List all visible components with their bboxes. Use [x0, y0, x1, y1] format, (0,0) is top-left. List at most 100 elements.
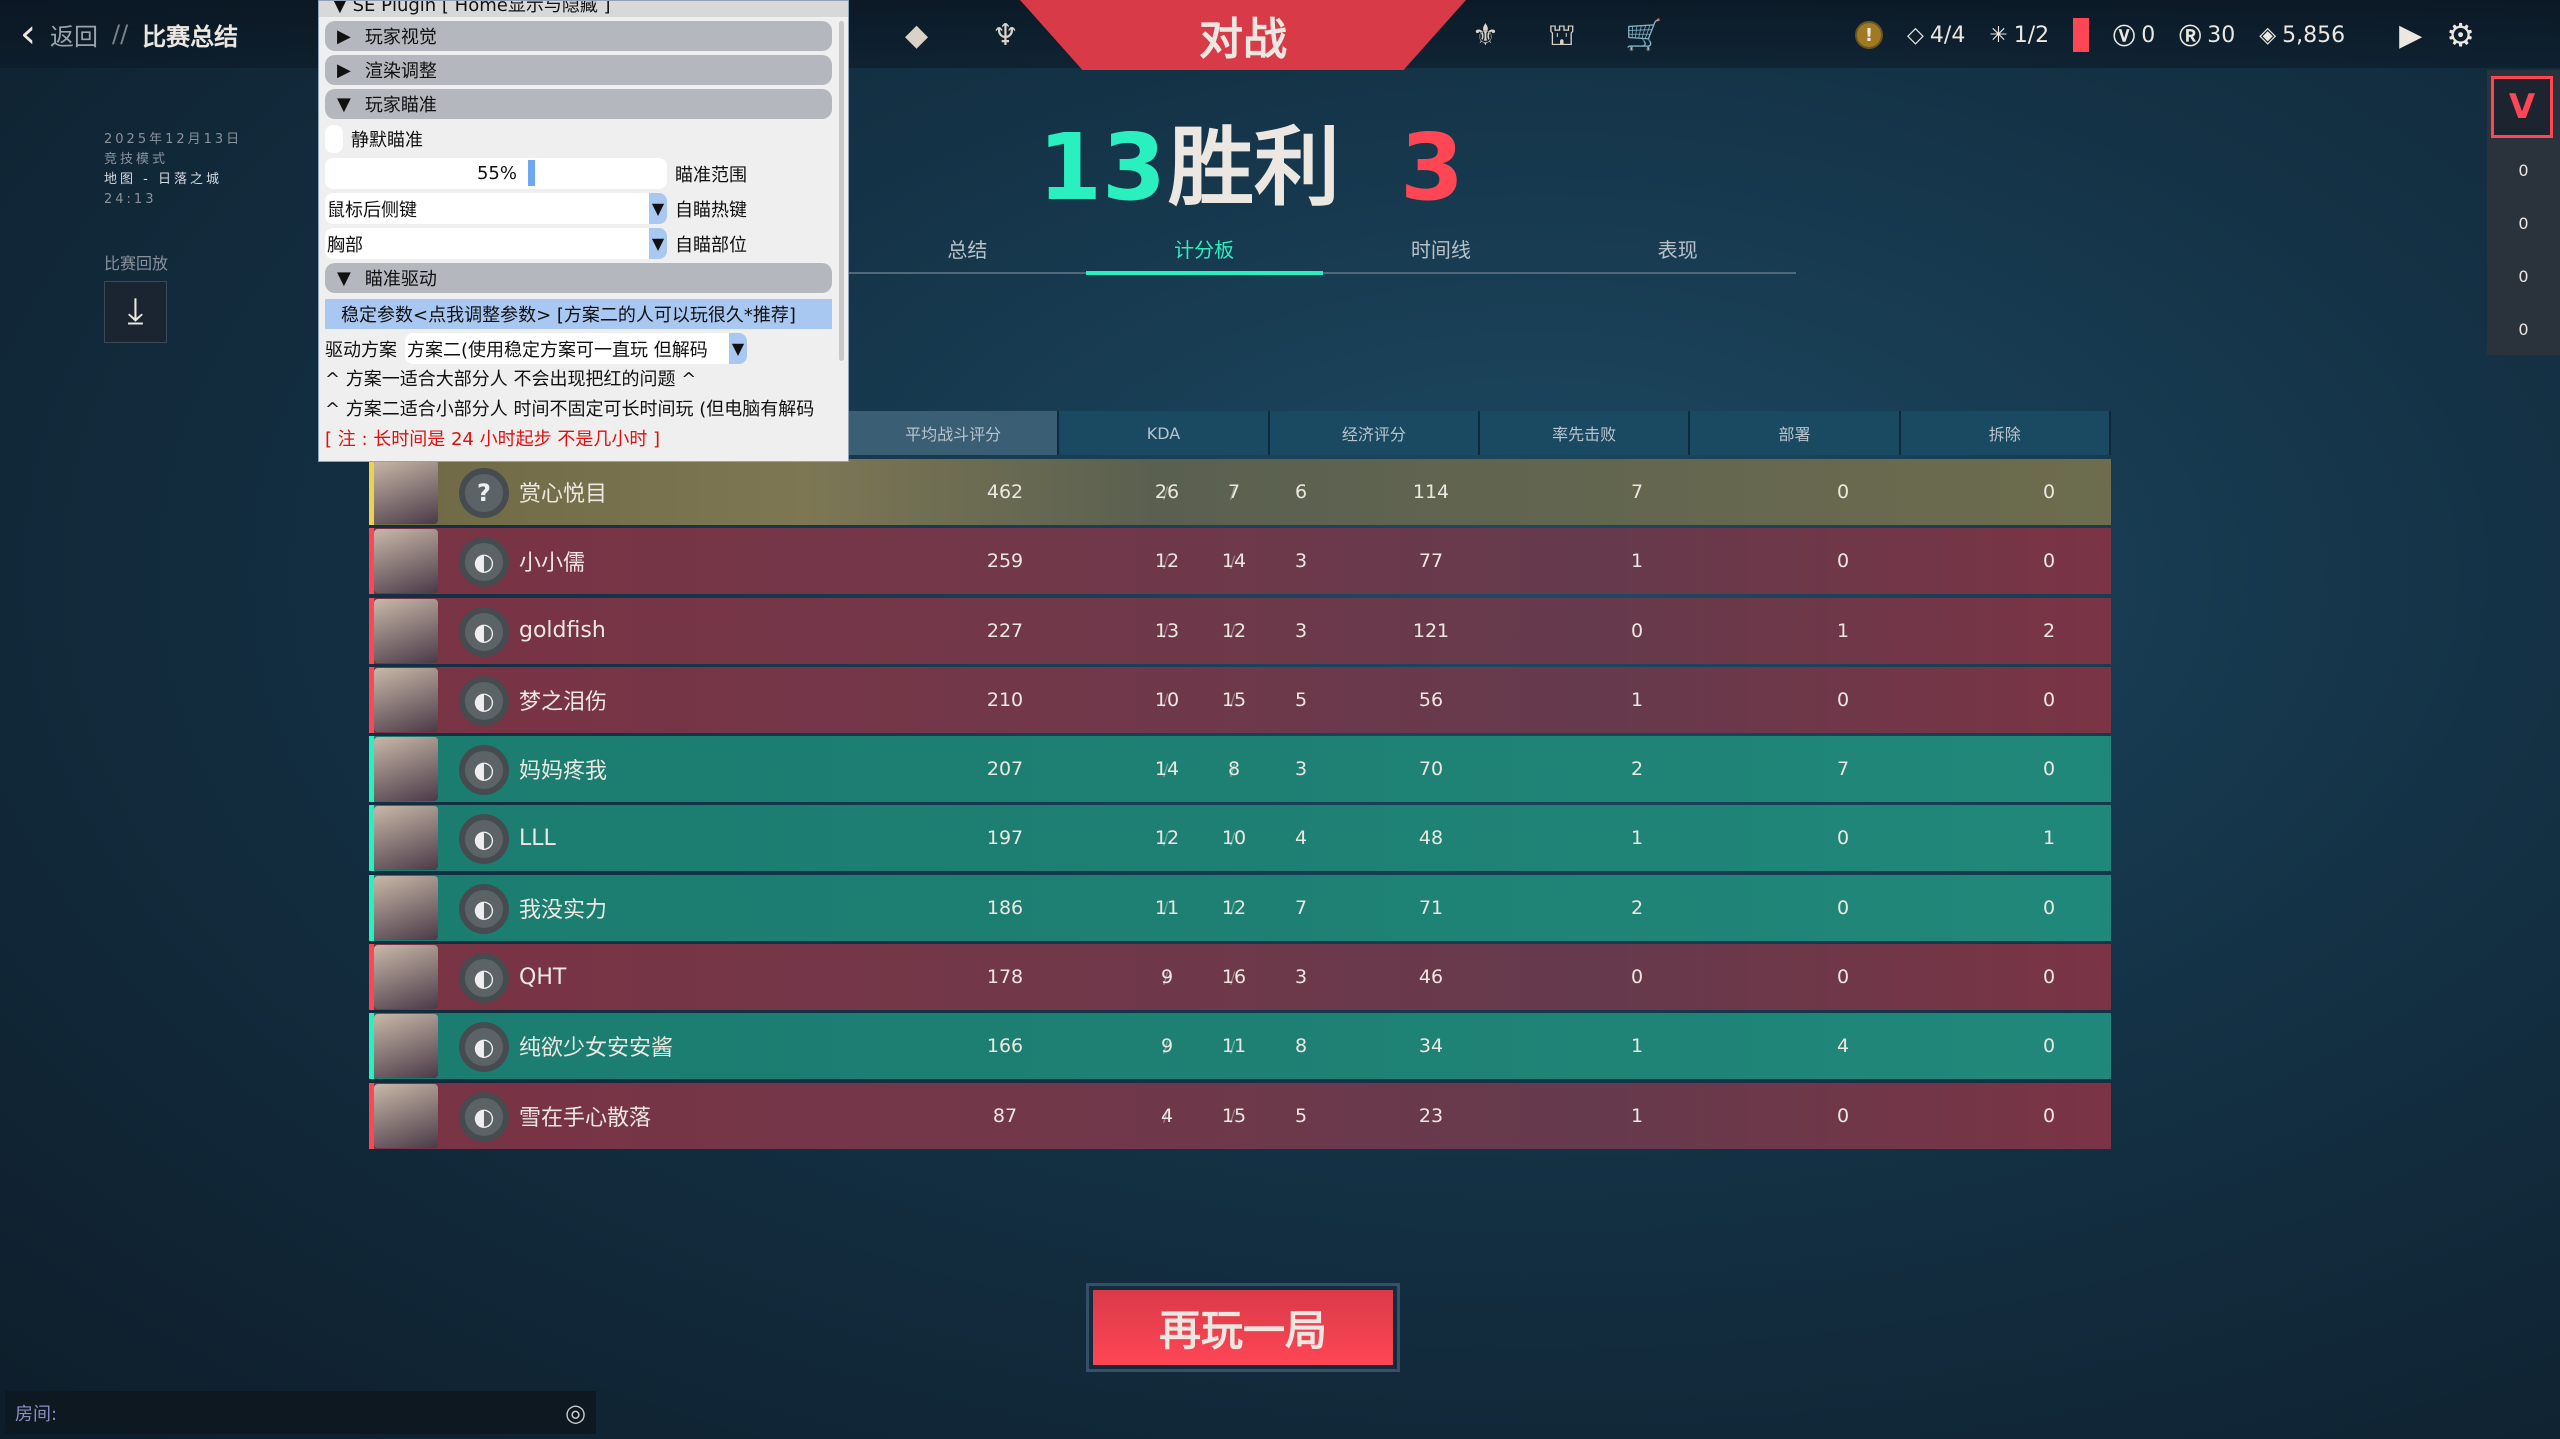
back-arrow-icon[interactable]: ‹	[20, 11, 36, 57]
kda-separator: /	[1163, 1036, 1169, 1056]
play-again-button[interactable]: 再玩一局	[1086, 1283, 1400, 1372]
table-row[interactable]: ◐ 梦之泪伤 210 10 15 5 56 1 0 0//	[369, 666, 2111, 733]
player-name[interactable]: 妈妈疼我	[519, 759, 608, 785]
header-kda[interactable]: KDA	[1059, 411, 1270, 455]
player-name[interactable]: LLL	[519, 825, 556, 851]
header-defuses[interactable]: 拆除	[1900, 411, 2111, 455]
match-mode: 竞技模式	[104, 152, 169, 167]
team-stripe	[369, 1082, 374, 1149]
tab-bar: 总结 计分板 时间线 表现	[849, 234, 1796, 275]
kc-icon: ◈	[2259, 22, 2277, 48]
mode-banner[interactable]: 对战	[1020, 0, 1466, 70]
player-name[interactable]: goldfish	[519, 618, 606, 644]
rank-icon: ◐	[459, 745, 509, 796]
cell-defuses: 0	[2042, 896, 2056, 919]
section-aim[interactable]: ▼ 玩家瞄准	[325, 89, 832, 119]
cell-acs: 210	[986, 688, 1024, 711]
cell-k: 12	[1154, 827, 1180, 850]
kc-counter: ◈ 5,856	[2259, 23, 2345, 48]
tab-scoreboard[interactable]: 计分板	[1085, 234, 1323, 275]
tab-timeline[interactable]: 时间线	[1410, 238, 1471, 262]
header-plants[interactable]: 部署	[1690, 411, 1901, 455]
red-card-icon[interactable]	[2073, 18, 2090, 52]
note-scheme-two: ^ 方案二适合小部分人 时间不固定可长时间玩 (但电脑有解码	[325, 399, 815, 420]
table-row[interactable]: ◐ 雪在手心散落 87 4 15 5 23 1 0 0 / /	[369, 1082, 2111, 1149]
dropdown-arrow-icon[interactable]: ▼	[729, 333, 747, 364]
career-nav-icon[interactable]: ♆	[992, 18, 1019, 53]
store-cart-icon[interactable]: 🛒	[1625, 18, 1663, 53]
kda-separator: /	[1163, 621, 1169, 641]
aim-range-slider[interactable]: 55%	[325, 158, 667, 189]
section-driver[interactable]: ▼ 瞄准驱动	[325, 263, 832, 293]
table-row[interactable]: ◐ LLL 197 12 10 4 48 1 0 1//	[369, 805, 2111, 872]
silent-aim-checkbox[interactable]	[325, 124, 343, 153]
radianite-value: 30	[2207, 22, 2236, 48]
cell-plants: 0	[1836, 966, 1850, 989]
section-player-visual[interactable]: ▶ 玩家视觉	[325, 21, 832, 51]
section-label: 渲染调整	[364, 61, 437, 82]
chat-toggle-icon[interactable]: ◎	[565, 1398, 586, 1427]
table-row[interactable]: ◐ 小小儒 259 12 14 3 77 1 0 0 / /	[369, 528, 2111, 595]
cell-k: 13	[1154, 619, 1180, 642]
hotkey-select[interactable]: 鼠标后侧键 ▼	[325, 193, 667, 224]
header-first-bloods[interactable]: 率先击败	[1479, 411, 1691, 455]
section-render[interactable]: ▶ 渲染调整	[325, 55, 832, 85]
table-row[interactable]: ◐ 妈妈疼我 207 14 8 3 70 2 7 0//	[369, 736, 2111, 803]
settings-gear-icon[interactable]: ⚙	[2446, 16, 2475, 54]
cell-acs: 166	[986, 1035, 1024, 1058]
plugin-title[interactable]: ▼ SE Plugin [ Home显示与隐藏 ]	[319, 1, 848, 17]
stable-params-button[interactable]: 稳定参数<点我调整参数> [方案二的人可以玩很久*推荐]	[325, 299, 832, 329]
valorant-logo-icon[interactable]: V	[2491, 76, 2553, 138]
player-name[interactable]: 赏心悦目	[519, 482, 608, 507]
cell-d: 12	[1221, 619, 1247, 642]
vp-counter: Ⓥ 0	[2113, 19, 2155, 51]
cell-fb: 1	[1630, 1104, 1644, 1127]
dropdown-arrow-icon[interactable]: ▼	[649, 228, 667, 259]
medal-nav-icon[interactable]: ⚜	[1472, 18, 1499, 53]
download-icon: ⤓	[127, 291, 144, 332]
player-name[interactable]: 我没实力	[519, 897, 608, 923]
cell-plants: 0	[1836, 481, 1850, 503]
player-name[interactable]: QHT	[519, 964, 567, 990]
tab-performance[interactable]: 表现	[1657, 238, 1698, 262]
team-stripe	[369, 805, 374, 872]
agents-nav-icon[interactable]: ◆	[905, 18, 929, 53]
table-row[interactable]: ? 赏心悦目 462 26 7 6 114 7 0 0 / /	[369, 459, 2111, 525]
driver-scheme-select[interactable]: 方案二(使用稳定方案可一直玩 但解码 ▼	[405, 333, 747, 364]
cell-a: 3	[1294, 550, 1308, 573]
agent-avatar	[374, 598, 438, 663]
section-label: 玩家视觉	[364, 27, 437, 48]
rank-icon: ◐	[459, 953, 509, 1004]
collection-nav-icon[interactable]: ⛫	[1548, 18, 1576, 53]
back-nav[interactable]: ‹ 返回 // 比赛总结	[20, 14, 238, 54]
cell-econ: 71	[1418, 896, 1444, 919]
table-row[interactable]: ◐ 我没实力 186 11 12 7 71 2 0 0 / /	[369, 874, 2111, 941]
plugin-scrollbar[interactable]	[839, 21, 844, 361]
header-econ[interactable]: 经济评分	[1269, 411, 1480, 455]
tab-summary[interactable]: 总结	[947, 238, 988, 262]
battlepass-icon[interactable]: ▶	[2399, 17, 2423, 53]
cell-acs: 87	[992, 1104, 1018, 1127]
table-row[interactable]: ◐ QHT 178 9 16 3 46 0 0 0 / /	[369, 944, 2111, 1011]
room-chat-input[interactable]: 房间: ◎	[5, 1391, 596, 1434]
download-replay-button[interactable]: ⤓	[104, 281, 167, 343]
player-name[interactable]: 小小儒	[519, 551, 586, 577]
table-row[interactable]: ◐ goldfish 227 13 12 3 121 0 1 2//	[369, 597, 2111, 664]
note-scheme-one: ^ 方案一适合大部分人 不会出现把红的问题 ^	[325, 369, 697, 390]
cell-a: 3	[1294, 758, 1308, 781]
header-acs[interactable]: 平均战斗评分	[849, 411, 1060, 455]
scoreboard-rows: ? 赏心悦目 462 26 7 6 114 7 0 0// ◐ 小小儒 259 12 14 3 77 1 0 0// ◐…	[369, 459, 2111, 1152]
kda-separator: /	[1163, 898, 1169, 918]
warning-icon[interactable]: !	[1855, 21, 1883, 49]
table-row[interactable]: ◐ 纯欲少女安安酱 166 9 11 8 34 1 4 0 / /	[369, 1013, 2111, 1080]
back-button[interactable]: 返回	[50, 22, 98, 51]
player-name[interactable]: 梦之泪伤	[519, 689, 608, 715]
dropdown-arrow-icon[interactable]: ▼	[649, 193, 667, 224]
bone-select[interactable]: 胸部 ▼	[325, 228, 667, 259]
player-name[interactable]: 纯欲少女安安酱	[519, 1036, 674, 1062]
star-icon: ✳	[1989, 22, 2008, 48]
cell-k: 9	[1160, 966, 1174, 989]
slider-knob[interactable]	[528, 160, 535, 186]
cell-plants: 0	[1836, 827, 1850, 850]
player-name[interactable]: 雪在手心散落	[519, 1105, 652, 1131]
